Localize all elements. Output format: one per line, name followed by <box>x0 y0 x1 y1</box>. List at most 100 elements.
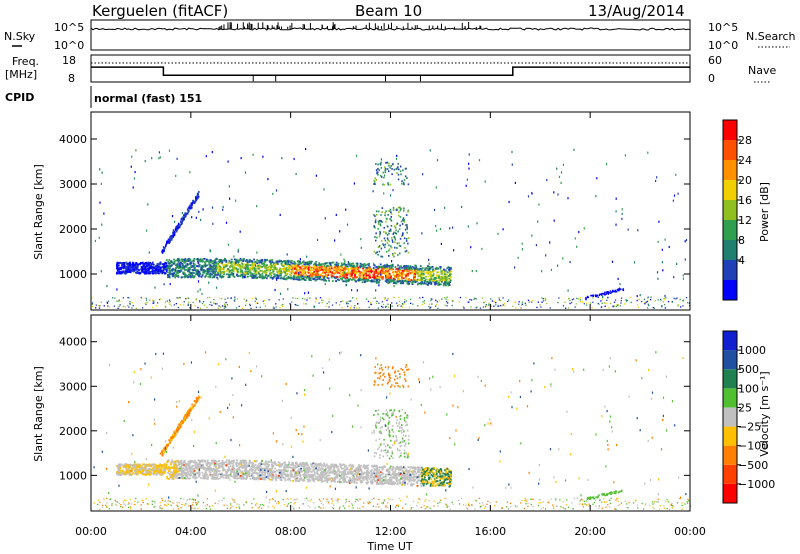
echo-cell <box>126 463 129 466</box>
echo-cell <box>100 301 102 303</box>
echo-cell <box>356 268 359 271</box>
echo-cell <box>152 472 155 475</box>
echo-cell <box>358 307 361 309</box>
echo-cell <box>321 278 324 281</box>
echo-cell <box>409 278 411 281</box>
echo-cell <box>421 303 423 306</box>
echo-cell <box>303 303 305 305</box>
echo-cell <box>396 482 399 485</box>
echo-cell <box>172 268 174 270</box>
echo-cell <box>474 297 476 299</box>
echo-cell <box>244 270 247 273</box>
echo-cell <box>297 297 299 299</box>
echo-cell <box>591 294 593 297</box>
echo-cell <box>349 278 352 280</box>
echo-cell <box>304 471 306 473</box>
echo-cell <box>447 302 449 304</box>
echo-cell <box>370 280 373 283</box>
echo-cell <box>340 262 343 265</box>
echo-cell <box>394 278 397 281</box>
echo-cell <box>196 193 199 196</box>
echo-cell <box>398 268 401 270</box>
echo-cell <box>404 467 407 470</box>
echo-cell <box>273 307 276 309</box>
echo-cell <box>356 265 358 267</box>
echo-cell <box>345 208 347 211</box>
echo-cell <box>215 268 217 271</box>
echo-cell <box>160 270 163 272</box>
echo-cell <box>173 230 175 233</box>
echo-cell <box>186 276 189 279</box>
echo-cell <box>168 299 171 301</box>
echo-cell <box>319 474 322 476</box>
echo-cell <box>598 294 601 297</box>
echo-cell <box>101 171 103 174</box>
echo-cell <box>314 268 317 271</box>
echo-cell <box>350 262 353 265</box>
echo-cell <box>178 263 181 266</box>
echo-cell <box>165 245 167 248</box>
echo-cell <box>421 267 424 270</box>
echo-cell <box>511 150 513 154</box>
echo-cell <box>339 277 342 280</box>
echo-cell <box>209 273 212 276</box>
echo-cell <box>146 301 148 304</box>
echo-cell <box>148 266 151 269</box>
echo-cell <box>269 467 272 470</box>
echo-cell <box>459 296 461 299</box>
echo-cell <box>344 275 347 277</box>
echo-cell <box>293 272 296 275</box>
echo-cell <box>297 276 299 278</box>
echo-cell <box>302 274 305 277</box>
echo-cell <box>344 271 346 274</box>
echo-cell <box>174 228 177 231</box>
echo-cell <box>181 260 184 262</box>
echo-cell <box>313 272 316 275</box>
echo-cell <box>178 461 180 463</box>
echo-cell <box>365 269 367 271</box>
echo-cell <box>426 271 429 273</box>
echo-cell <box>452 300 454 302</box>
echo-cell <box>381 176 383 178</box>
echo-cell <box>266 472 269 475</box>
echo-cell <box>144 267 147 269</box>
echo-cell <box>347 305 349 307</box>
echo-cell <box>183 301 185 303</box>
echo-cell <box>424 268 427 271</box>
echo-cell <box>419 270 422 273</box>
echo-cell <box>227 160 229 163</box>
echo-cell <box>150 270 153 273</box>
echo-cell <box>249 264 252 266</box>
echo-cell <box>244 274 247 277</box>
echo-cell <box>91 303 93 305</box>
echo-cell <box>225 301 227 304</box>
echo-cell <box>395 157 398 160</box>
echo-cell <box>663 297 665 300</box>
echo-cell <box>217 266 220 268</box>
echo-cell <box>255 277 258 280</box>
echo-cell <box>351 272 354 275</box>
echo-cell <box>153 473 155 476</box>
echo-cell <box>316 269 319 271</box>
echo-cell <box>439 267 442 270</box>
echo-cell <box>373 181 376 183</box>
echo-cell <box>186 263 189 266</box>
echo-cell <box>390 225 393 227</box>
echo-cell <box>174 270 177 273</box>
echo-cell <box>538 203 540 206</box>
echo-cell <box>258 263 260 266</box>
echo-cell <box>273 471 276 473</box>
echo-cell <box>366 475 368 478</box>
echo-cell <box>217 307 219 309</box>
echo-cell <box>147 267 149 270</box>
echo-cell <box>234 258 236 261</box>
echo-cell <box>340 474 343 477</box>
echo-cell <box>129 303 131 305</box>
echo-cell <box>375 302 378 304</box>
echo-cell <box>583 303 585 305</box>
echo-cell <box>608 292 610 294</box>
echo-cell <box>369 270 372 272</box>
echo-cell <box>240 259 243 262</box>
echo-cell <box>518 301 520 303</box>
echo-cell <box>172 229 174 232</box>
